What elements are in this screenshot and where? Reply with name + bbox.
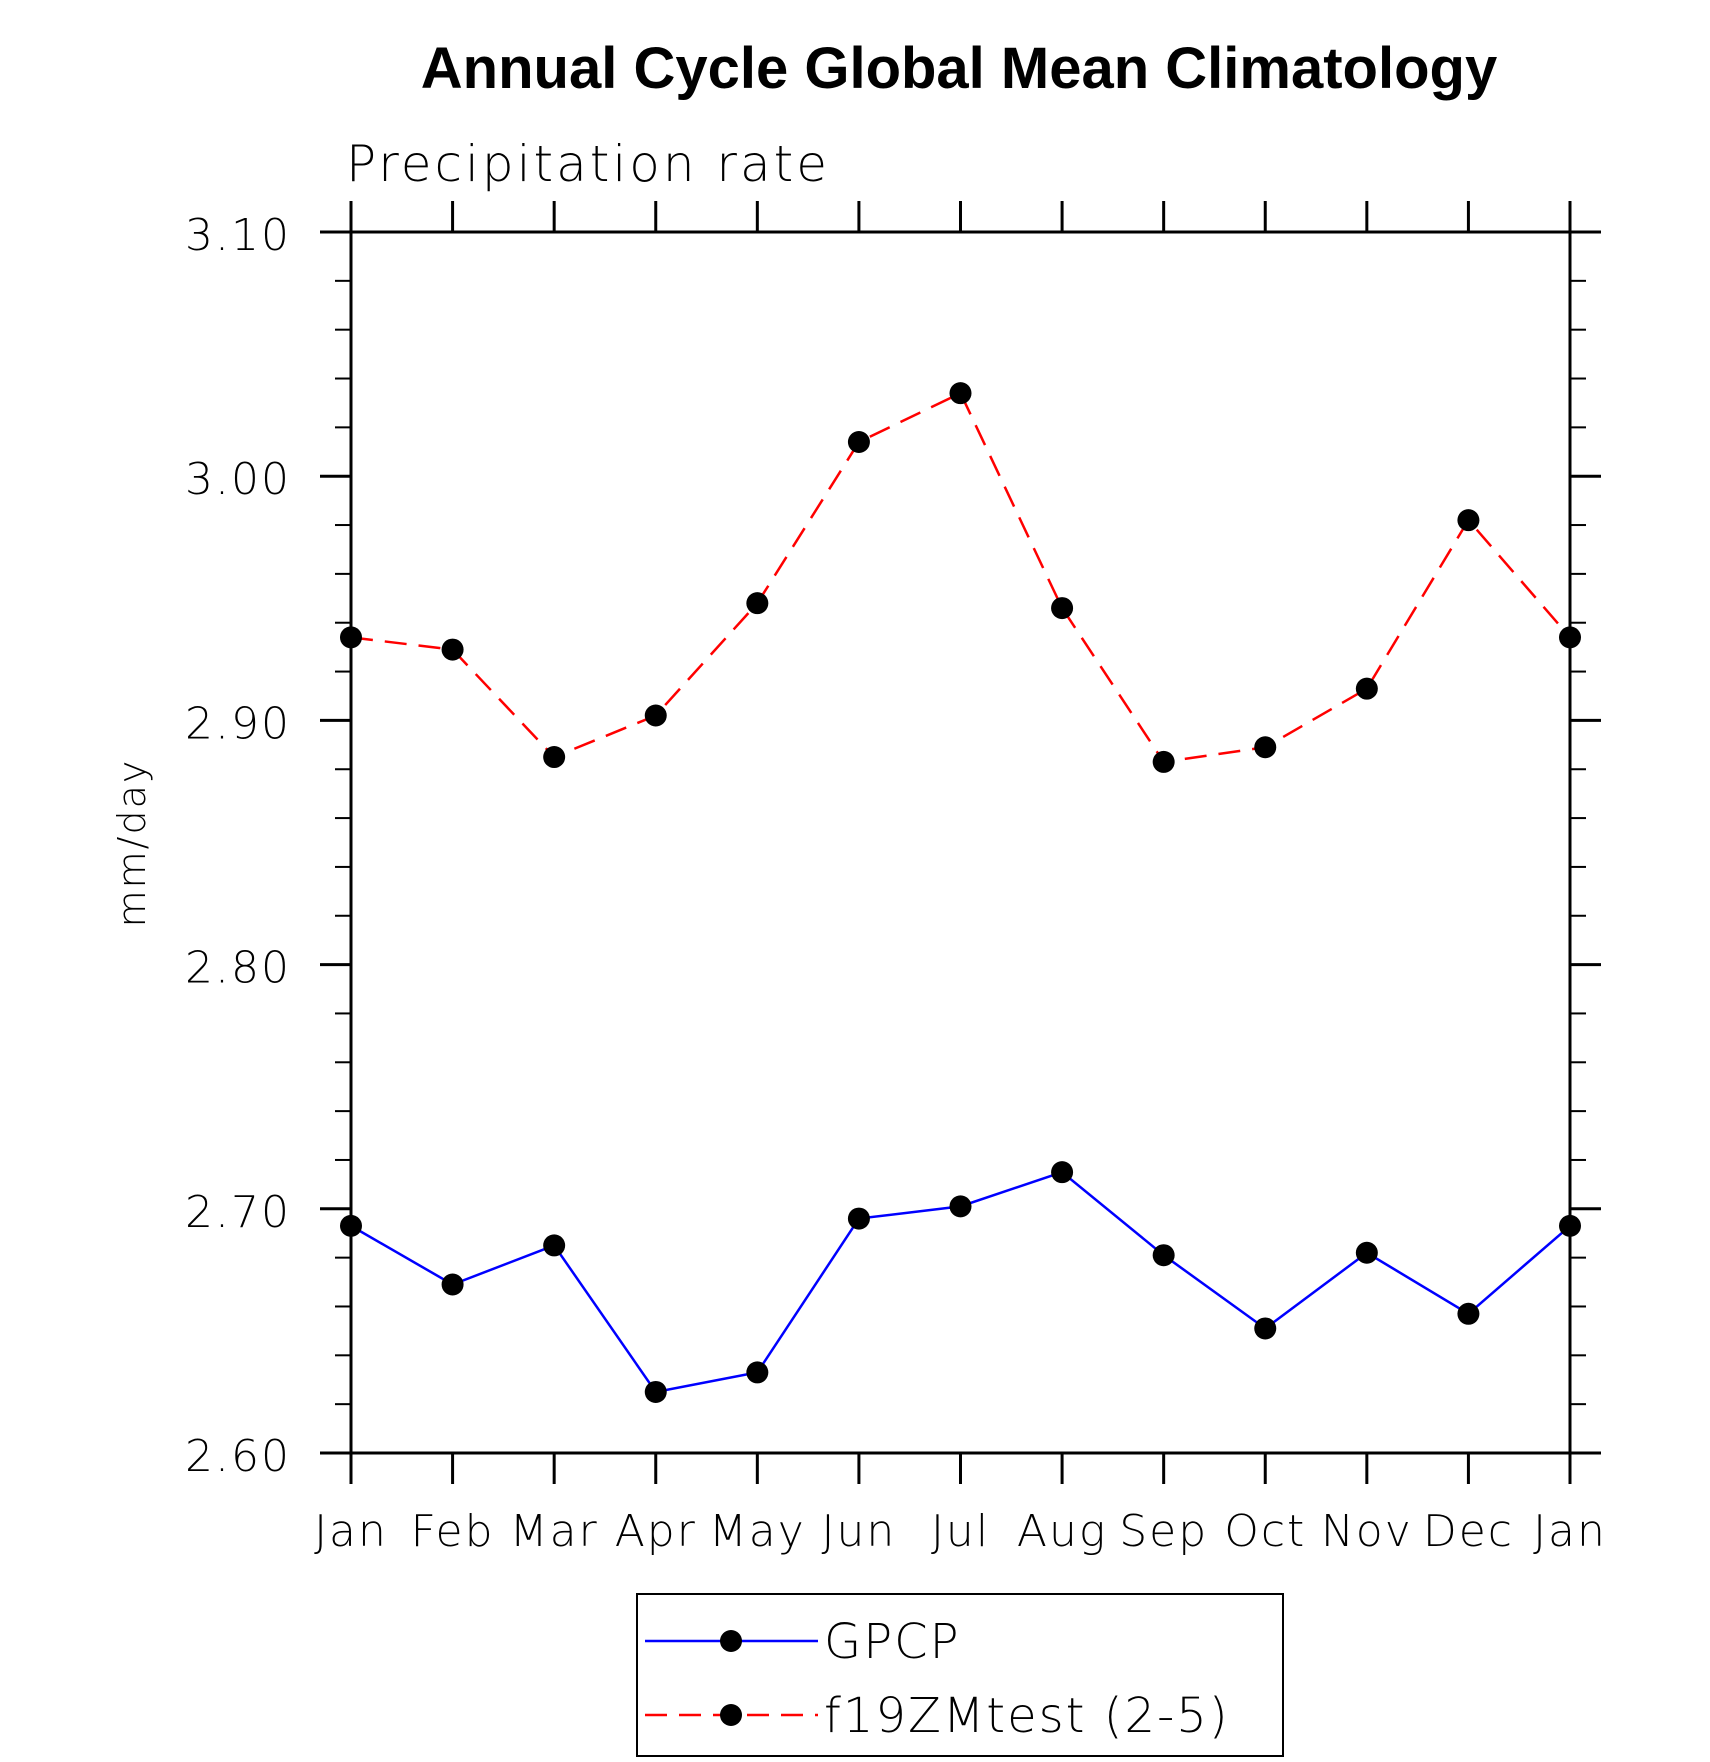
data-point [644, 1380, 667, 1403]
series-1 [340, 382, 1581, 773]
axes: Jan Feb Mar Apr May Jun Jul Aug Sep Oct Nov Dec Jan 2… [185, 201, 1607, 1557]
data-point [1355, 677, 1378, 700]
y-tick-label: 3.10 [185, 210, 291, 261]
legend-box [636, 1593, 1284, 1757]
data-point [1152, 750, 1175, 773]
data-point [441, 638, 464, 661]
data-point [746, 1361, 769, 1384]
legend: GPCP f19ZMtest (2-5) [636, 1593, 1284, 1757]
data-point [441, 1273, 464, 1296]
y-tick-label: 3.00 [185, 454, 291, 505]
data-point [1457, 509, 1480, 532]
data-point [1051, 1161, 1074, 1184]
data-point [1559, 1214, 1581, 1237]
legend-marker [720, 1630, 742, 1652]
data-point [1559, 626, 1581, 649]
x-tick-label: Jul [931, 1506, 990, 1557]
x-tick-label: Jan [314, 1506, 388, 1557]
x-tick-label: Oct [1224, 1506, 1306, 1557]
data-point [949, 1195, 972, 1218]
data-point [949, 382, 972, 405]
y-tick-label: 2.90 [185, 698, 291, 749]
chart-title: Annual Cycle Global Mean Climatology [421, 36, 1497, 101]
x-tick-label: Jan [1533, 1506, 1607, 1557]
x-tick-label: May [709, 1506, 806, 1557]
y-tick-label: 2.70 [185, 1187, 291, 1238]
data-point [1152, 1244, 1175, 1267]
legend-label: GPCP [824, 1614, 961, 1670]
data-point [746, 592, 769, 615]
data-point [1355, 1241, 1378, 1264]
legend-label: f19ZMtest (2-5) [824, 1688, 1230, 1744]
data-point [543, 746, 566, 769]
x-tick-label: Apr [615, 1506, 697, 1557]
data-point [340, 626, 362, 649]
plot-frame [349, 230, 1572, 1455]
x-tick-label: Aug [1017, 1506, 1107, 1557]
y-tick-label: 2.60 [185, 1431, 291, 1482]
x-tick-label: Feb [411, 1506, 495, 1557]
x-tick-label: Jun [822, 1506, 897, 1557]
x-tick-label: Mar [510, 1506, 599, 1557]
data-point [847, 431, 870, 454]
data-point [543, 1234, 566, 1257]
legend-marker [720, 1704, 742, 1726]
data-point [1051, 597, 1074, 620]
series-0 [340, 1161, 1581, 1403]
data-point [644, 704, 667, 727]
data-point [847, 1207, 870, 1230]
data-point [1457, 1302, 1480, 1325]
x-tick-label: Dec [1423, 1506, 1514, 1557]
x-tick-label: Nov [1321, 1506, 1413, 1557]
y-tick-label: 2.80 [185, 943, 291, 994]
data-point [1254, 736, 1277, 759]
chart-subtitle: Precipitation rate [346, 135, 830, 193]
series-layer [340, 382, 1581, 1403]
x-tick-label: Sep [1119, 1506, 1208, 1557]
data-point [340, 1214, 362, 1237]
series-line [350, 391, 1571, 764]
y-axis-label: mm/day [110, 759, 154, 928]
data-point [1254, 1317, 1277, 1340]
